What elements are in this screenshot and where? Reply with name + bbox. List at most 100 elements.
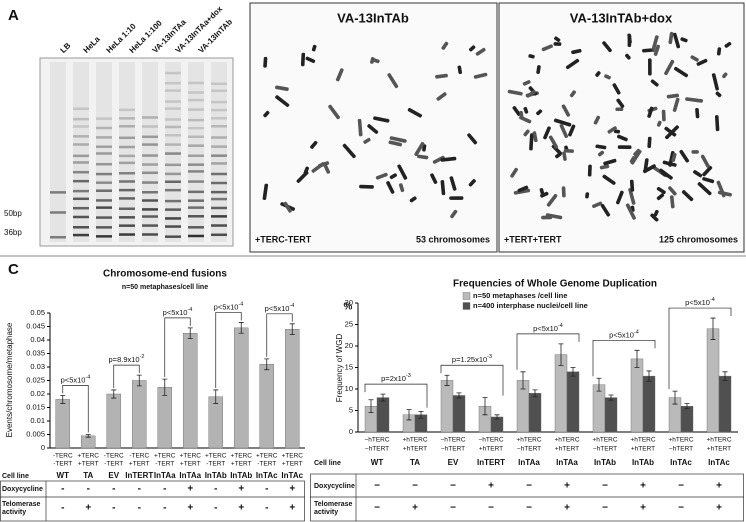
band xyxy=(96,216,112,219)
chromosome xyxy=(407,107,423,118)
bar xyxy=(592,384,606,433)
chromosome xyxy=(526,90,536,98)
bar xyxy=(157,387,172,449)
telomerase: + xyxy=(564,503,570,514)
chromosome xyxy=(562,151,567,161)
chromosome xyxy=(714,115,720,132)
chromosome xyxy=(468,179,476,187)
chromosome xyxy=(569,90,577,98)
chromosome xyxy=(642,164,656,174)
doxycycline: - xyxy=(214,484,217,495)
band xyxy=(211,154,227,157)
chromosome xyxy=(666,93,680,99)
lane xyxy=(142,62,158,242)
chromosome xyxy=(467,133,478,145)
p-value-exponent: -4 xyxy=(558,323,563,329)
chromosome xyxy=(595,144,607,150)
band xyxy=(211,206,227,210)
chromosome xyxy=(697,182,712,196)
chromosome xyxy=(672,32,681,49)
bar xyxy=(630,358,644,433)
p-value: p<5x10-4 xyxy=(163,307,193,317)
chromosome xyxy=(435,73,448,79)
lane xyxy=(165,62,181,242)
telomerase: + xyxy=(640,503,646,514)
chromosome xyxy=(615,190,624,205)
chromosome xyxy=(342,143,356,159)
chromosome xyxy=(386,181,395,194)
band xyxy=(188,190,204,194)
chromosome xyxy=(659,168,673,180)
band xyxy=(96,235,112,238)
chromosome xyxy=(529,133,534,151)
chromosome xyxy=(449,176,457,191)
size-marker: 50bp xyxy=(4,209,22,218)
bar xyxy=(706,328,720,433)
error-bar xyxy=(418,410,424,419)
band xyxy=(119,125,135,128)
chromosome xyxy=(528,54,535,59)
chromosome xyxy=(548,135,559,149)
chromosome xyxy=(510,167,518,178)
chromosome xyxy=(668,31,674,45)
band xyxy=(188,108,204,111)
x-sublabel: -TERT xyxy=(53,461,72,468)
chromosome xyxy=(296,170,309,183)
band xyxy=(165,217,181,220)
chromosome xyxy=(440,180,446,196)
chromosome xyxy=(370,57,375,64)
y-axis-label: Frequency of WGD xyxy=(335,334,344,403)
y-tick-label: 0.01 xyxy=(30,416,45,425)
chromosome xyxy=(523,106,529,114)
band xyxy=(50,235,66,239)
band xyxy=(50,211,66,214)
cell-line: InTERT xyxy=(125,471,153,480)
chromosome xyxy=(417,154,429,160)
chromosome xyxy=(311,44,317,52)
band xyxy=(142,154,158,157)
chromosome xyxy=(629,179,635,192)
doxycycline: - xyxy=(61,484,64,495)
chromosome xyxy=(724,41,732,48)
telomerase: + xyxy=(716,503,722,514)
metaphase-image xyxy=(498,2,745,253)
image-title: VA-13InTAb+dox xyxy=(570,10,673,25)
band xyxy=(73,117,89,121)
x-sublabel: −hTERC xyxy=(440,437,465,444)
chromosome xyxy=(522,80,531,86)
band xyxy=(142,199,158,202)
p-value-exponent: -4 xyxy=(634,330,639,336)
band xyxy=(119,197,135,200)
p-value-exponent: -4 xyxy=(85,375,90,381)
band xyxy=(119,108,135,112)
chromosome xyxy=(597,150,605,157)
chromosome xyxy=(389,136,407,143)
cell-line: InTAc xyxy=(256,471,278,480)
x-sublabel: +hTERC xyxy=(668,437,693,444)
chromosome xyxy=(695,107,700,119)
legend-swatch xyxy=(462,292,471,300)
x-sublabel: +TERT xyxy=(129,461,150,468)
chromosome xyxy=(559,123,569,139)
telomerase: + xyxy=(238,503,244,514)
error-bar xyxy=(570,367,576,377)
band xyxy=(188,180,204,183)
error-bar xyxy=(406,409,412,421)
cell-line: InTAa xyxy=(179,471,201,480)
chromosome xyxy=(275,85,289,91)
band xyxy=(142,116,158,119)
error-bar xyxy=(380,393,386,402)
error-bar xyxy=(558,343,564,366)
bar xyxy=(285,329,300,449)
p-value-exponent: -4 xyxy=(710,298,715,304)
chromosome xyxy=(650,213,659,222)
band xyxy=(142,125,158,128)
legend-swatch xyxy=(462,302,471,310)
band xyxy=(188,126,204,130)
doxycycline: - xyxy=(87,484,90,495)
doxycycline: - xyxy=(112,484,115,495)
telomerase: - xyxy=(214,503,217,514)
gel-image xyxy=(39,57,234,247)
band xyxy=(119,224,135,227)
